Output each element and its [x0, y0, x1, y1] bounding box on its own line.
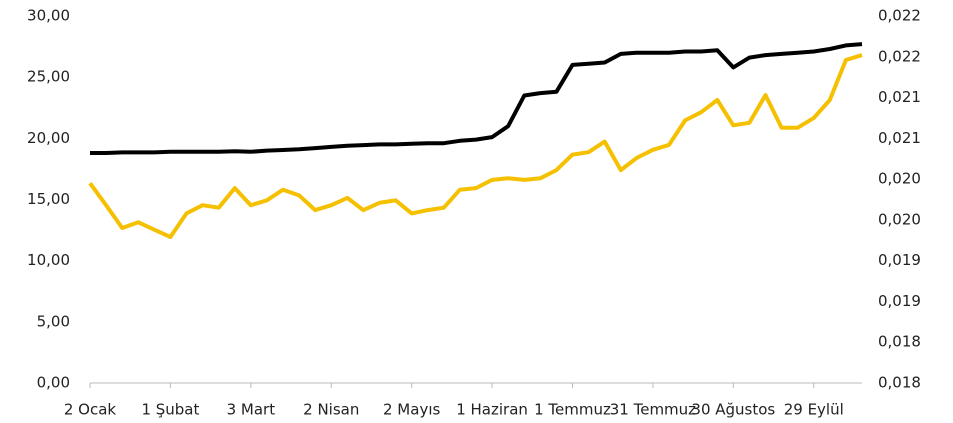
y-tick-label: 30,00 — [27, 7, 70, 25]
x-tick-label: 1 Şubat — [141, 401, 199, 419]
y2-tick-label: 0,022 — [878, 47, 921, 65]
x-tick-label: 31 Temmuz — [610, 401, 696, 419]
x-tick-label: 1 Haziran — [456, 401, 528, 419]
series-line — [90, 42, 863, 155]
x-tick-label: 30 Ağustos — [691, 401, 775, 419]
y2-tick-label: 0,019 — [878, 292, 921, 310]
x-tick-label: 3 Mart — [227, 401, 276, 419]
series-line — [88, 53, 863, 239]
x-tick-label: 2 Nisan — [303, 401, 359, 419]
y-tick-label: 10,00 — [27, 251, 70, 269]
y2-tick-label: 0,020 — [878, 170, 921, 188]
y2-tick-label: 0,020 — [878, 210, 921, 228]
y2-tick-label: 0,022 — [878, 7, 921, 25]
y-tick-label: 25,00 — [27, 68, 70, 86]
x-tick-label: 29 Eylül — [784, 401, 844, 419]
y2-tick-label: 0,021 — [878, 88, 921, 106]
y2-tick-label: 0,018 — [878, 333, 921, 351]
x-tick-label: 2 Ocak — [64, 401, 117, 419]
y-tick-label: 5,00 — [37, 312, 70, 330]
y2-tick-label: 0,018 — [878, 374, 921, 392]
y2-tick-label: 0,019 — [878, 251, 921, 269]
y2-tick-label: 0,021 — [878, 129, 921, 147]
x-tick-label: 1 Temmuz — [534, 401, 611, 419]
y-tick-label: 20,00 — [27, 129, 70, 147]
y-tick-label: 15,00 — [27, 190, 70, 208]
x-tick-label: 2 Mayıs — [383, 401, 440, 419]
y-tick-label: 0,00 — [37, 374, 70, 392]
